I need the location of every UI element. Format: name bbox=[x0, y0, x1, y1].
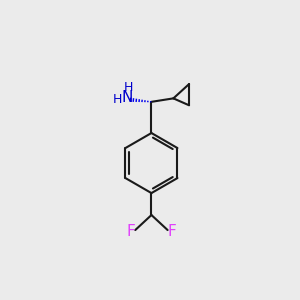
Text: F: F bbox=[127, 224, 136, 239]
Text: H: H bbox=[113, 93, 122, 106]
Text: F: F bbox=[167, 224, 176, 239]
Text: H: H bbox=[124, 82, 134, 94]
Text: N: N bbox=[122, 90, 133, 105]
